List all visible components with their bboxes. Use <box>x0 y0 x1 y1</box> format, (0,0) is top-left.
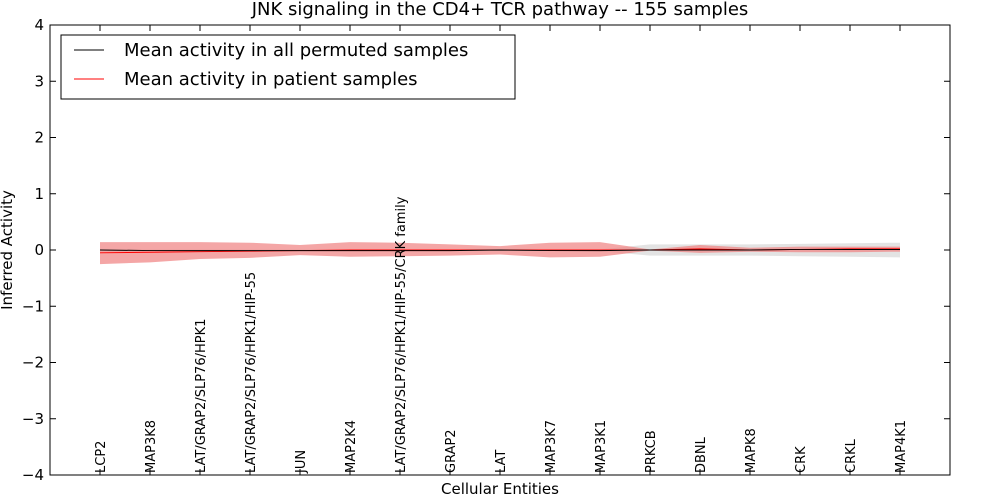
y-tick-label: 3 <box>34 72 44 90</box>
x-axis: LCP2 MAP3K8 LAT/GRAP2/SLP76/HPK1 LAT/GRAP2/… <box>94 25 909 475</box>
y-tick-label: −3 <box>22 410 44 428</box>
x-category-label: MAP2K4 <box>344 420 359 473</box>
x-category-label: CRKL <box>844 438 859 473</box>
x-category-label: MAP4K1 <box>894 420 909 473</box>
legend: Mean activity in all permuted samples Me… <box>60 34 516 100</box>
x-category-label: DBNL <box>694 436 709 473</box>
x-axis-label: Cellular Entities <box>441 480 559 498</box>
x-category-label: LCP2 <box>94 441 109 473</box>
legend-label-patient: Mean activity in patient samples <box>124 69 418 90</box>
legend-box <box>60 34 516 100</box>
series-lines <box>99 248 900 254</box>
y-tick-label: 2 <box>34 129 44 147</box>
x-category-label: LAT/GRAP2/SLP76/HPK1/HIP-55/CRK family <box>394 196 409 473</box>
x-category-label: JUN <box>294 450 309 474</box>
x-category-label: LAT/GRAP2/SLP76/HPK1 <box>194 319 209 473</box>
y-tick-label: −4 <box>22 466 44 484</box>
y-tick-label: 0 <box>34 241 44 259</box>
x-category-label: GRAP2 <box>444 429 459 473</box>
x-category-label: MAP3K1 <box>594 420 609 473</box>
y-tick-label: −1 <box>22 297 44 315</box>
band-series-1 <box>100 242 900 265</box>
x-category-label: LAT <box>494 450 509 473</box>
x-category-label: PRKCB <box>644 430 659 473</box>
chart-title: JNK signaling in the CD4+ TCR pathway --… <box>251 0 749 20</box>
y-tick-label: 4 <box>34 16 44 34</box>
x-category-label: MAP3K7 <box>544 420 559 473</box>
x-category-label: MAP3K8 <box>144 420 159 473</box>
confidence-bands <box>100 242 900 265</box>
y-tick-label: 1 <box>34 185 44 203</box>
x-category-label: MAPK8 <box>744 428 759 473</box>
legend-label-permuted: Mean activity in all permuted samples <box>124 40 468 61</box>
line-series-0 <box>99 248 900 252</box>
y-axis-label: Inferred Activity <box>0 190 16 310</box>
y-tick-label: −2 <box>22 354 44 372</box>
y-axis: −4 −3 −2 −1 0 1 2 3 4 <box>22 16 950 484</box>
x-category-label: LAT/GRAP2/SLP76/HPK1/HIP-55 <box>244 272 259 473</box>
x-category-label: CRK <box>794 446 809 473</box>
